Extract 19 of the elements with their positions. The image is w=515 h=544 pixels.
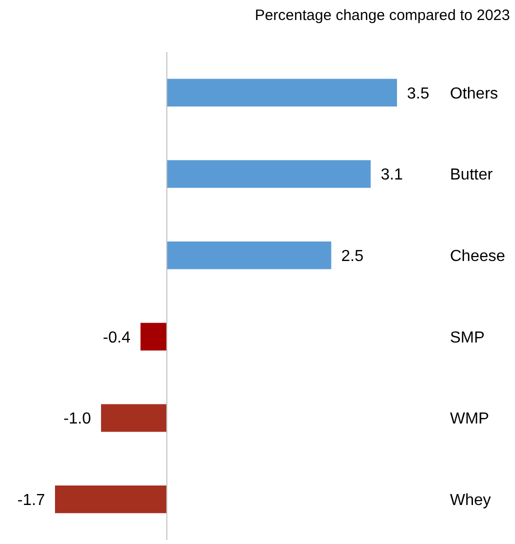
bar: [55, 486, 167, 514]
bar: [166, 242, 332, 270]
y-tick-label: Cheese: [450, 248, 506, 265]
y-tick-label: WMP: [450, 410, 490, 428]
chart-title: Percentage change compared to 2023: [254, 7, 510, 24]
data-label: -1.7: [17, 492, 46, 509]
bar: [140, 322, 167, 350]
data-label: -0.4: [102, 329, 131, 346]
bar: [166, 160, 371, 188]
y-tick-label: Others: [450, 85, 498, 102]
data-label: 2.5: [341, 248, 364, 265]
data-label: 3.5: [407, 85, 430, 102]
bar: [101, 404, 167, 432]
y-tick-label: SMP: [450, 329, 485, 346]
bar: [166, 78, 397, 106]
data-label: -1.0: [63, 410, 92, 428]
data-label: 3.1: [380, 166, 404, 184]
y-tick-label: Butter: [450, 166, 494, 184]
y-tick-label: Whey: [450, 492, 491, 509]
